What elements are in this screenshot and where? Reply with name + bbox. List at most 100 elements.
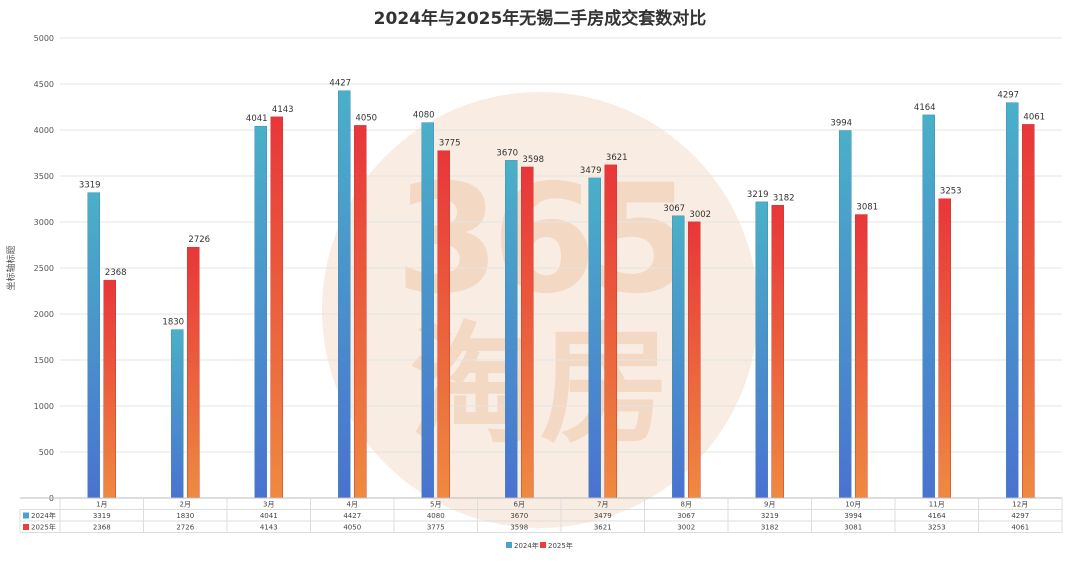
table-series-key xyxy=(23,512,29,519)
bar-2025年-10月 xyxy=(855,214,868,499)
table-cell: 2368 xyxy=(93,524,111,532)
legend-label: 2025年 xyxy=(548,541,573,550)
data-label: 4297 xyxy=(997,91,1019,101)
table-cell: 4164 xyxy=(928,512,946,520)
data-label: 3319 xyxy=(79,181,101,191)
bar-2025年-9月 xyxy=(771,205,784,499)
x-tick-label: 11月 xyxy=(929,501,945,509)
table-cell: 2726 xyxy=(176,524,194,532)
bar-2024年-8月 xyxy=(672,215,685,499)
x-tick-label: 6月 xyxy=(514,501,525,509)
legend-label: 2024年 xyxy=(514,541,539,550)
table-cell: 4041 xyxy=(260,512,278,520)
bar-2025年-11月 xyxy=(938,198,951,499)
bar-2025年-2月 xyxy=(187,246,200,499)
data-label: 4143 xyxy=(272,105,294,115)
bar-2024年-2月 xyxy=(171,329,184,499)
data-label: 2368 xyxy=(105,268,127,278)
data-label: 3253 xyxy=(940,187,962,197)
data-label: 4080 xyxy=(413,111,435,121)
bar-2025年-4月 xyxy=(354,125,367,499)
table-cell: 4080 xyxy=(427,512,445,520)
watermark-text: 淘房 xyxy=(409,309,670,461)
bar-2024年-5月 xyxy=(421,122,434,499)
bar-2024年-9月 xyxy=(755,201,768,499)
table-cell: 3621 xyxy=(594,524,612,532)
bar-2024年-10月 xyxy=(839,130,852,499)
data-label: 4061 xyxy=(1023,112,1045,122)
bar-2024年-3月 xyxy=(254,125,267,499)
watermark-circle xyxy=(322,92,758,528)
y-tick-label: 2000 xyxy=(34,310,54,319)
x-tick-label: 1月 xyxy=(96,501,107,509)
bar-2024年-12月 xyxy=(1006,102,1019,499)
y-tick-label: 3500 xyxy=(34,172,54,181)
data-label: 4041 xyxy=(246,114,268,124)
y-tick-label: 2500 xyxy=(34,264,54,273)
y-axis-label: 坐标轴标题 xyxy=(5,245,17,290)
data-label: 3182 xyxy=(773,193,795,203)
table-cell: 3479 xyxy=(594,512,612,520)
data-label: 3081 xyxy=(856,203,878,213)
y-tick-label: 1500 xyxy=(34,356,54,365)
bar-2025年-6月 xyxy=(521,166,534,499)
bar-2025年-3月 xyxy=(270,116,283,499)
x-tick-label: 10月 xyxy=(845,501,861,509)
table-cell: 3598 xyxy=(510,524,528,532)
chart-title: 2024年与2025年无锡二手房成交套数对比 xyxy=(374,8,707,29)
table-cell: 1830 xyxy=(176,512,194,520)
legend-swatch xyxy=(540,542,546,548)
data-label: 1830 xyxy=(162,318,184,328)
table-cell: 4427 xyxy=(343,512,361,520)
bar-2024年-1月 xyxy=(87,192,100,499)
table-cell: 4061 xyxy=(1011,524,1029,532)
table-cell: 4050 xyxy=(343,524,361,532)
data-label: 3994 xyxy=(830,119,852,129)
bar-2025年-12月 xyxy=(1022,124,1035,499)
y-tick-label: 3000 xyxy=(34,218,54,227)
data-label: 3775 xyxy=(439,139,461,149)
bar-2025年-1月 xyxy=(103,279,116,499)
table-cell: 3067 xyxy=(677,512,695,520)
x-tick-label: 12月 xyxy=(1012,501,1028,509)
table-cell: 3994 xyxy=(844,512,862,520)
table-series-name: 2024年 xyxy=(31,511,56,520)
table-cell: 4297 xyxy=(1011,512,1029,520)
table-cell: 3219 xyxy=(761,512,779,520)
y-tick-label: 5000 xyxy=(34,34,54,43)
x-tick-label: 9月 xyxy=(764,501,775,509)
bar-2024年-11月 xyxy=(922,114,935,499)
data-label: 3067 xyxy=(663,204,685,214)
data-label: 4164 xyxy=(914,103,936,113)
bar-2024年-6月 xyxy=(505,160,518,499)
table-cell: 3253 xyxy=(928,524,946,532)
data-label: 3219 xyxy=(747,190,769,200)
table-series-key xyxy=(23,524,29,530)
x-tick-label: 7月 xyxy=(597,501,608,509)
y-tick-label: 4000 xyxy=(34,126,54,135)
bar-2025年-7月 xyxy=(604,164,617,499)
x-tick-label: 3月 xyxy=(263,501,274,509)
x-tick-label: 5月 xyxy=(430,501,441,509)
x-tick-label: 4月 xyxy=(347,501,358,509)
table-cell: 3775 xyxy=(427,524,445,532)
data-label: 3479 xyxy=(580,166,602,176)
x-tick-label: 8月 xyxy=(681,501,692,509)
table-cell: 3081 xyxy=(844,524,862,532)
table-cell: 4143 xyxy=(260,524,278,532)
table-cell: 3182 xyxy=(761,524,779,532)
data-label: 3621 xyxy=(606,153,628,163)
data-label: 3002 xyxy=(689,210,711,220)
y-tick-label: 1000 xyxy=(34,402,54,411)
data-label: 4050 xyxy=(355,113,377,123)
y-tick-label: 4500 xyxy=(34,80,54,89)
table-cell: 3670 xyxy=(510,512,528,520)
bar-2025年-8月 xyxy=(688,221,701,499)
table-cell: 3319 xyxy=(93,512,111,520)
y-tick-label: 500 xyxy=(39,448,54,457)
table-series-name: 2025年 xyxy=(31,523,56,532)
data-label: 3598 xyxy=(522,155,544,165)
legend-swatch xyxy=(506,542,512,548)
data-label: 2726 xyxy=(188,235,210,245)
